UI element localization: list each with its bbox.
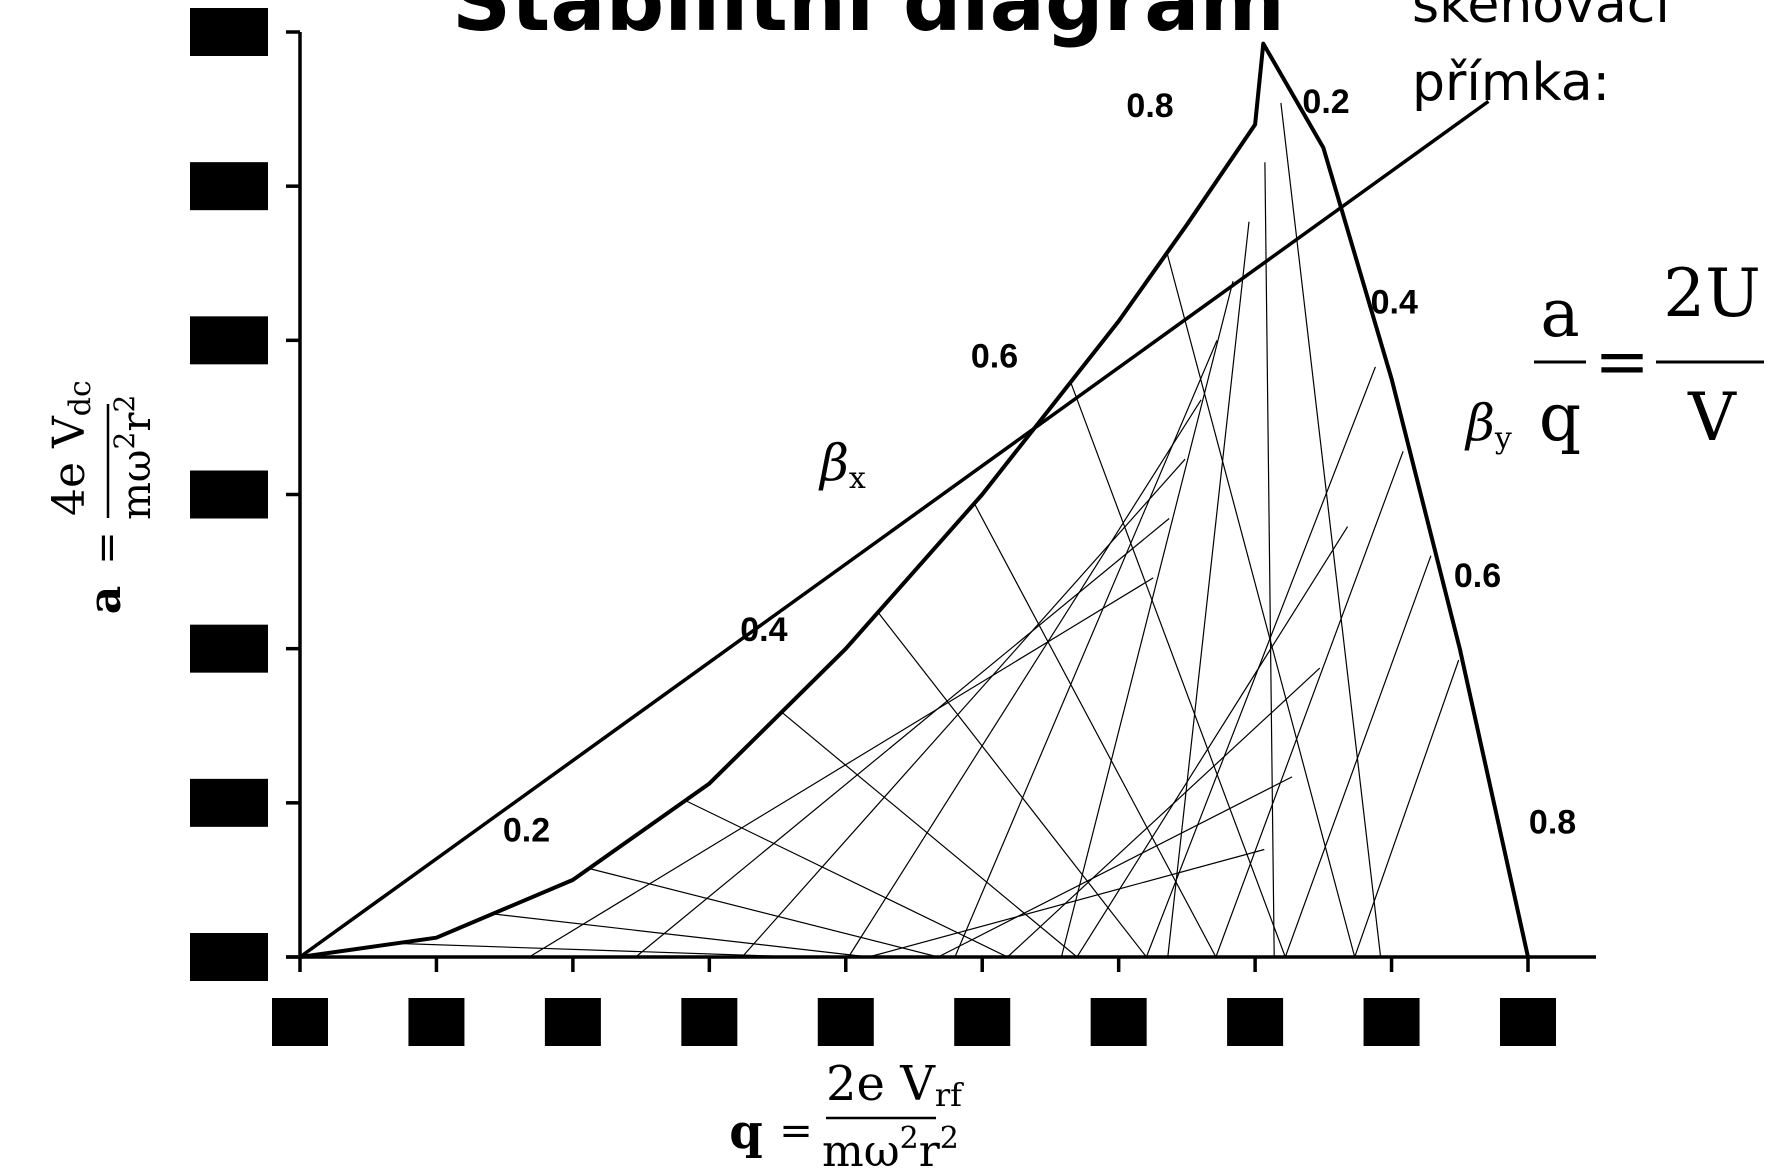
y-axis-label-denominator: mω2r2 xyxy=(108,395,160,520)
x-tick-label-redaction xyxy=(681,998,738,1046)
equation-equals: = xyxy=(1594,323,1649,400)
beta-y-subscript: y xyxy=(1494,421,1512,456)
x-tick-label-redaction xyxy=(1500,998,1556,1046)
iso-beta-x-label: 0.2 xyxy=(503,811,550,849)
iso-beta-y-curve xyxy=(528,577,1154,958)
y-axis-label-numerator: 4e Vdc xyxy=(44,380,98,516)
x-tick-label-redaction xyxy=(954,998,1011,1046)
iso-beta-y-label: 0.2 xyxy=(1302,83,1349,121)
y-tick-label-redaction xyxy=(190,162,268,211)
y-tick-label-redaction xyxy=(190,778,268,827)
iso-beta-x-curve xyxy=(396,942,1237,958)
x-axis-label: q = 2e Vrf mω2r2 xyxy=(729,1056,964,1174)
y-axis-label-equals: = xyxy=(84,531,130,565)
iso-beta-x-curve xyxy=(588,776,1293,958)
iso-beta-y-curve xyxy=(741,458,1186,958)
iso-beta-y-curve xyxy=(1060,280,1234,958)
x-tick-label-redaction xyxy=(544,998,601,1046)
equation-lhs-denominator: q xyxy=(1539,379,1581,456)
iso-beta-x-curve xyxy=(1166,252,1460,960)
iso-beta-x-curve xyxy=(1070,381,1432,959)
scan-line-path xyxy=(298,99,1490,959)
iso-beta-x-label: 0.6 xyxy=(971,337,1018,375)
iso-beta-x-curve xyxy=(492,848,1265,958)
stability-boundary-curve xyxy=(299,41,1530,959)
x-tick-label-redaction xyxy=(1090,998,1147,1046)
y-tick-label-redaction xyxy=(190,933,268,981)
iso-beta-y-label: 0.8 xyxy=(1529,804,1576,842)
x-axis-label-numerator: 2e Vrf xyxy=(826,1056,964,1114)
iso-beta-y-curve xyxy=(1280,102,1382,958)
iso-beta-y-curve xyxy=(847,399,1202,958)
x-tick-label-redaction xyxy=(408,998,465,1046)
iso-beta-curves xyxy=(396,102,1460,960)
x-tick-label-redaction xyxy=(817,998,874,1046)
equation-rhs-numerator: 2U xyxy=(1663,255,1761,332)
iso-beta-x-label: 0.8 xyxy=(1126,87,1173,125)
iso-beta-labels: 0.2 0.4 0.6 0.8 0.2 0.4 0.6 0.8 xyxy=(503,83,1576,849)
x-axis-label-equals: = xyxy=(779,1108,813,1154)
x-tick-label-redaction xyxy=(272,998,328,1046)
chart-title: Stabilitní diagram xyxy=(452,0,1285,50)
iso-beta-x-label: 0.4 xyxy=(740,611,787,649)
y-axis-label-a: a xyxy=(80,586,131,615)
beta-x-subscript: x xyxy=(849,461,866,496)
iso-beta-x-curve xyxy=(973,451,1404,959)
y-axis-label: a = 4e Vdc mω2r2 xyxy=(44,380,160,614)
stability-boundary xyxy=(299,41,1530,959)
iso-beta-y-curve xyxy=(1264,162,1275,958)
y-tick-label-redaction xyxy=(190,624,268,673)
scan-line xyxy=(298,99,1490,959)
x-axis-label-q: q xyxy=(729,1104,763,1160)
x-tick-label-redaction xyxy=(1227,998,1284,1046)
iso-beta-y-label: 0.4 xyxy=(1371,283,1418,321)
iso-beta-y-curve xyxy=(954,340,1218,958)
y-tick-label-redaction xyxy=(190,470,268,519)
tick-label-redactions xyxy=(190,8,1556,1046)
beta-y-label: βy xyxy=(1464,394,1512,456)
x-axis-label-denominator: mω2r2 xyxy=(822,1121,959,1174)
scan-line-label-line1: skenovací xyxy=(1412,0,1671,35)
iso-beta-y-label: 0.6 xyxy=(1454,557,1501,595)
beta-x-label: βx xyxy=(818,434,866,496)
iso-beta-y-curve xyxy=(1167,221,1250,958)
scan-line-equation: a q = 2U V xyxy=(1534,255,1764,456)
y-tick-label-redaction xyxy=(190,316,268,365)
scan-line-label-line2: přímka: xyxy=(1412,53,1610,113)
axis-ticks xyxy=(286,30,1530,972)
equation-rhs-denominator: V xyxy=(1687,379,1737,456)
iso-beta-x-curve xyxy=(877,366,1376,959)
x-tick-label-redaction xyxy=(1363,998,1420,1046)
equation-lhs-numerator: a xyxy=(1540,275,1579,352)
y-tick-label-redaction xyxy=(190,8,268,56)
